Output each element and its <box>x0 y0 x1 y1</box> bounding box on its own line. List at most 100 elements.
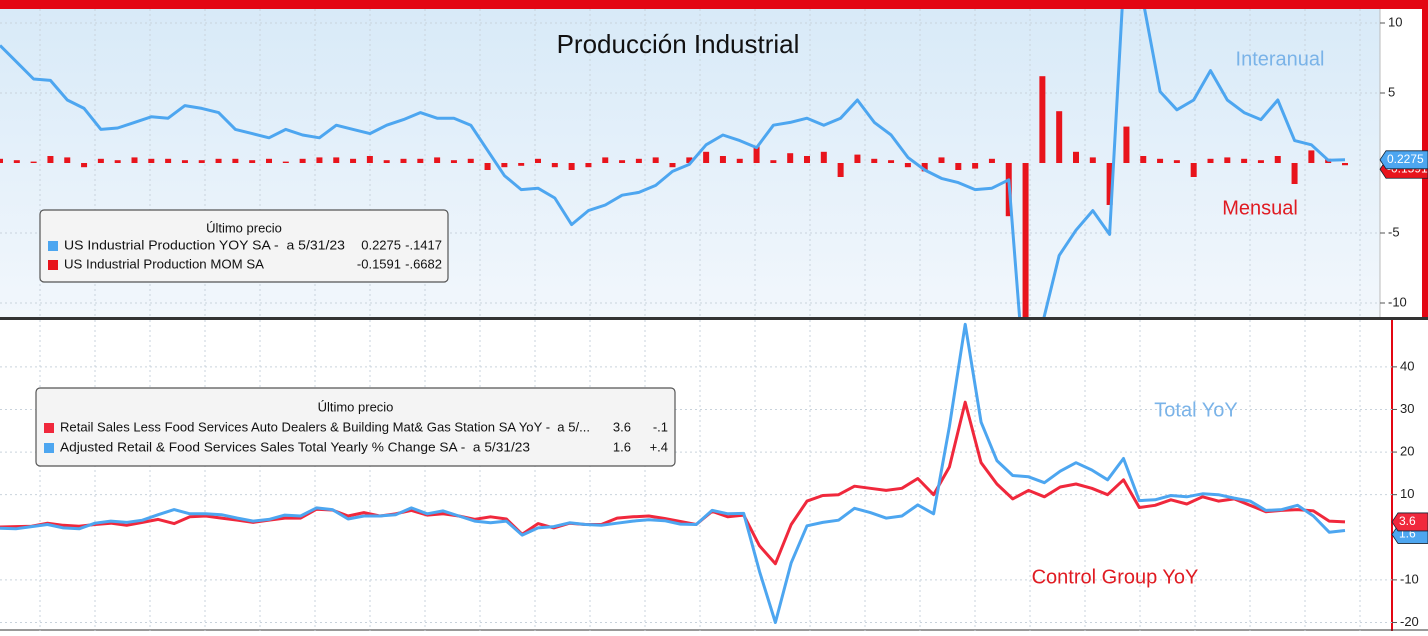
annotation: Interanual <box>1236 48 1325 70</box>
bar <box>1207 158 1214 163</box>
value-tag <box>1379 150 1428 170</box>
bar <box>47 156 54 163</box>
bar <box>350 158 357 163</box>
bar <box>619 160 626 163</box>
y-tick-label: 5 <box>1388 84 1395 99</box>
bar <box>686 157 693 163</box>
bar <box>316 157 323 163</box>
line-series <box>0 9 1346 317</box>
top-band <box>0 0 1428 9</box>
panel: 40 30 20 10 -10 -20 Total YoY Control Group YoY… <box>0 320 1428 631</box>
bar <box>198 160 205 163</box>
bar <box>1106 163 1113 205</box>
bar <box>417 158 424 163</box>
value-tag <box>1391 512 1428 532</box>
bar <box>450 160 457 163</box>
bar <box>148 158 155 163</box>
bar <box>1190 163 1197 177</box>
legend-last: 1.6 <box>613 439 631 454</box>
legend-box <box>35 387 676 467</box>
panel-separator <box>0 317 1428 320</box>
bar <box>837 163 844 177</box>
bar <box>97 158 104 163</box>
value-tag-label: 3.6 <box>1399 514 1416 528</box>
bar <box>1157 158 1164 163</box>
plot-area <box>0 9 1348 317</box>
bar <box>1022 163 1029 317</box>
bar <box>501 163 508 168</box>
y-tick-label: 10 <box>1400 486 1414 501</box>
line-series <box>0 322 1346 624</box>
legend-change: +.4 <box>650 439 668 454</box>
bar <box>568 163 575 170</box>
y-tick-label: 20 <box>1400 444 1414 459</box>
legend-swatch <box>44 443 54 453</box>
bar <box>988 158 995 163</box>
bar <box>787 153 794 163</box>
legend-change: -.1 <box>653 419 668 434</box>
bar <box>215 158 222 163</box>
bar <box>114 160 121 163</box>
legend-label: Adjusted Retail & Food Services Sales To… <box>60 439 530 454</box>
legend-last: -0.1591 <box>357 256 401 271</box>
bar <box>232 158 239 163</box>
bar <box>0 158 3 163</box>
bar <box>1308 150 1315 163</box>
legend-box <box>39 209 449 283</box>
legend-title: Último precio <box>206 220 282 235</box>
legend-swatch <box>48 241 58 251</box>
bar <box>13 160 20 163</box>
bar <box>434 157 441 163</box>
bar <box>1123 126 1130 163</box>
bar <box>1089 157 1096 163</box>
plot-area <box>0 322 1346 624</box>
bar <box>1140 156 1147 163</box>
y-tick-label: 10 <box>1388 14 1402 29</box>
legend-title: Último precio <box>318 399 394 414</box>
bar <box>249 160 256 163</box>
legend-label: Retail Sales Less Food Services Auto Dea… <box>60 419 590 434</box>
y-tick-label: -10 <box>1388 294 1407 309</box>
bar <box>635 158 642 163</box>
legend-last: 0.2275 <box>361 237 401 252</box>
bar <box>753 146 760 163</box>
bar <box>669 163 676 168</box>
annotation: Control Group YoY <box>1032 566 1199 588</box>
bar <box>181 160 188 163</box>
bar <box>400 158 407 163</box>
bar <box>266 158 272 163</box>
bar <box>551 163 558 168</box>
chart-title: Producción Industrial <box>557 29 800 59</box>
bar <box>282 161 289 163</box>
bar <box>81 163 88 168</box>
legend-swatch <box>48 260 58 270</box>
legend-change: -.1417 <box>405 237 442 252</box>
bar <box>804 156 810 163</box>
bar <box>1056 111 1063 163</box>
legend-last: 3.6 <box>613 419 631 434</box>
bar <box>904 163 911 168</box>
bar <box>820 151 827 163</box>
bar <box>1342 163 1348 166</box>
bar <box>921 163 928 172</box>
bar <box>1291 163 1298 184</box>
y-tick-label: -10 <box>1400 571 1419 586</box>
bar <box>888 160 895 163</box>
bar <box>955 163 962 170</box>
legend-label: US Industrial Production MOM SA <box>64 256 264 271</box>
bar <box>1224 157 1231 163</box>
bar <box>1257 160 1264 163</box>
bar <box>770 160 777 163</box>
bar <box>30 161 37 163</box>
legend-label: US Industrial Production YOY SA - a 5/31… <box>64 237 345 252</box>
bar <box>854 154 861 163</box>
bar <box>938 157 945 163</box>
bar <box>383 160 390 163</box>
bar <box>333 157 340 163</box>
annotation: Total YoY <box>1154 399 1237 421</box>
bar <box>535 158 541 163</box>
bar <box>165 158 172 163</box>
bar <box>64 157 71 163</box>
